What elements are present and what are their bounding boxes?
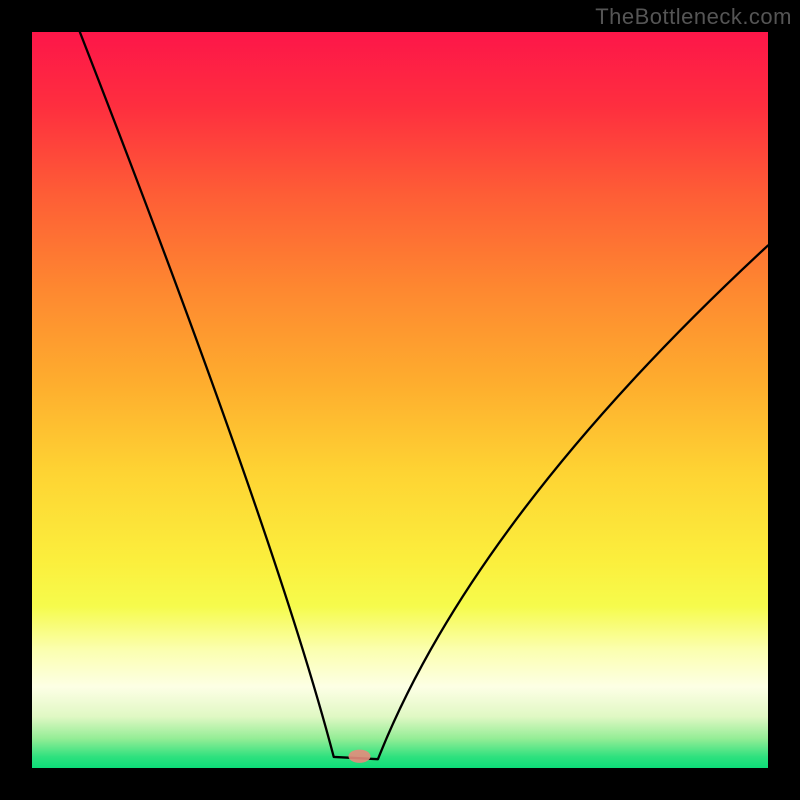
chart-stage: TheBottleneck.com: [0, 0, 800, 800]
gradient-background: [32, 32, 768, 768]
bottleneck-chart: [0, 0, 800, 800]
watermark-text: TheBottleneck.com: [595, 4, 792, 30]
optimal-point-marker: [348, 750, 370, 763]
